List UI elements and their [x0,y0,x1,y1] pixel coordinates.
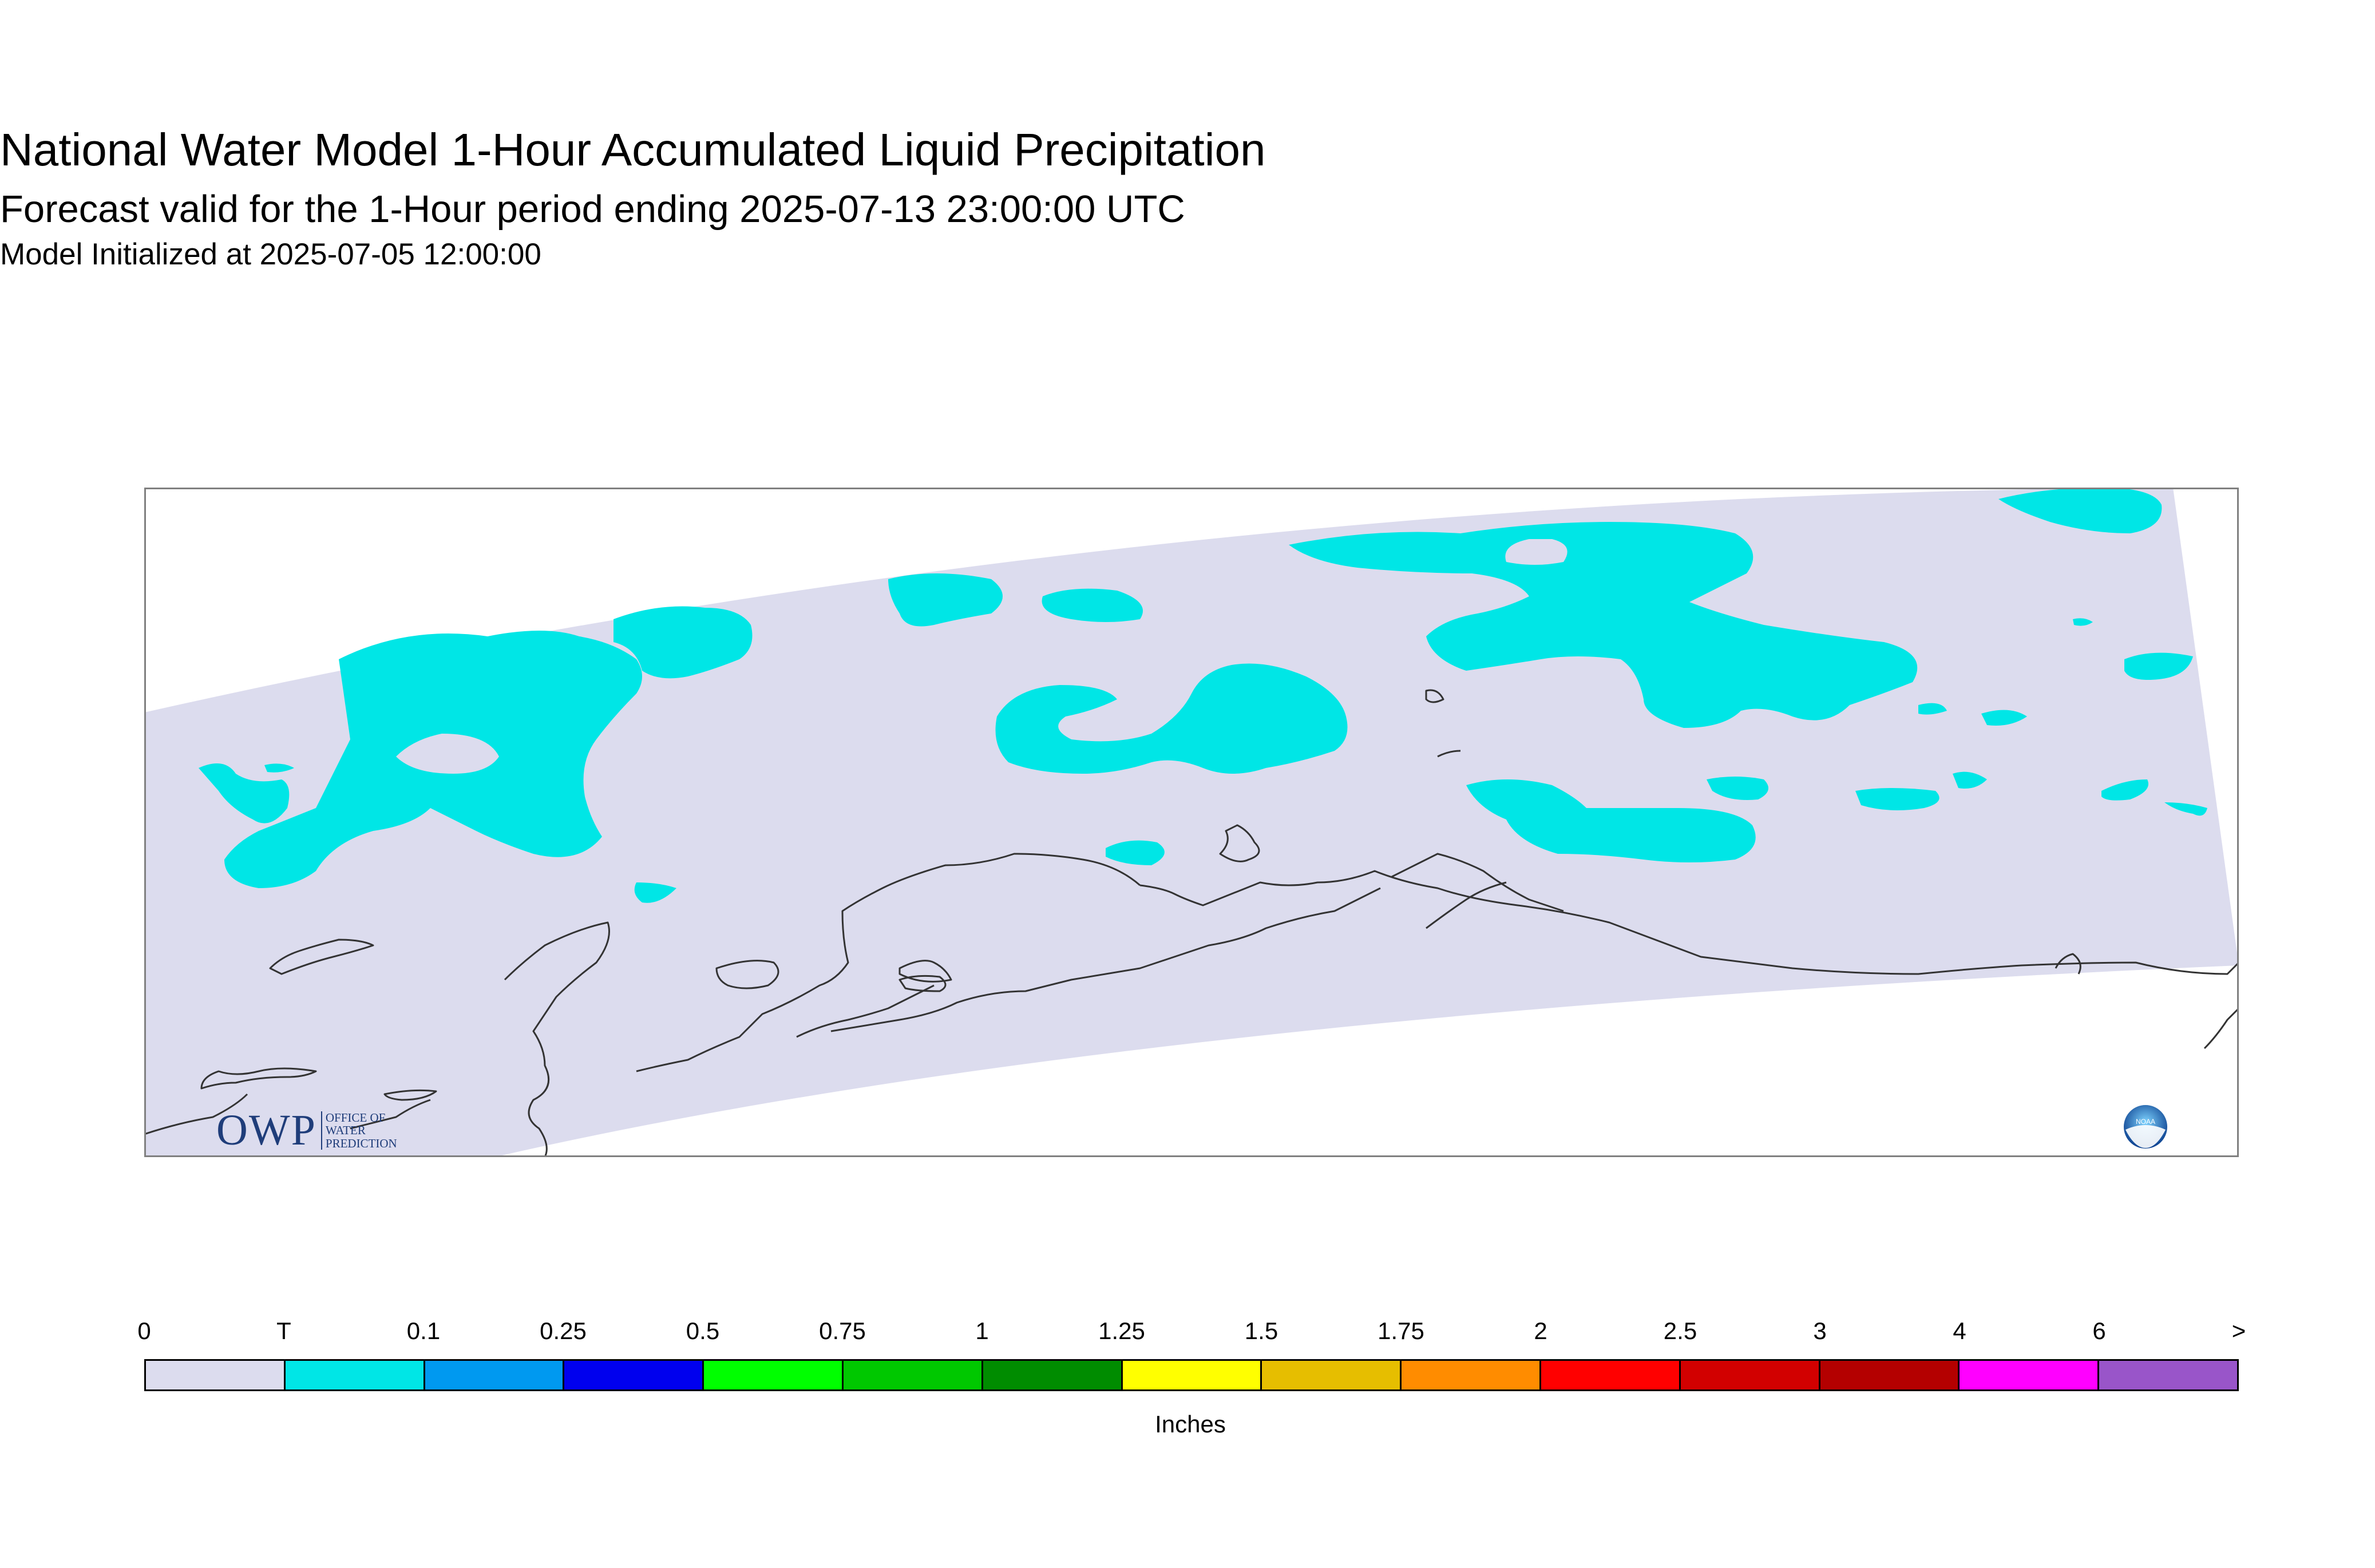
legend-color-segment [983,1361,1123,1389]
coastline-sw-coast [144,1093,431,1135]
legend-tick-label: 1.25 [1098,1317,1145,1344]
legend-color-segment [425,1361,565,1389]
legend-color-segment [843,1361,983,1389]
precip-area-west-small [264,763,294,773]
legend-color-segment [564,1361,704,1389]
legend-units: Inches [1155,1411,1226,1438]
map-frame [144,488,2239,1157]
precip-area-east-4 [1981,710,2027,726]
coastline-kodiak [715,960,779,989]
precip-area-far-east-3 [2164,802,2207,816]
owp-line-2: WATER [325,1123,366,1138]
precip-area-far-east-2 [2101,779,2148,801]
noaa-logo-wave [2125,1125,2166,1148]
coastline-islands-2 [1219,824,1260,862]
legend-color-segment [285,1361,425,1389]
owp-line-1: OFFICE OF [325,1111,386,1125]
legend-color-segment [1820,1361,1960,1389]
coastline-lake-1 [898,975,947,992]
precip-map [144,488,2239,1157]
coastline-island-chain [796,984,935,1038]
precip-area-top-right [1998,488,2162,533]
coastline-alaska-range [830,887,1381,1032]
legend-color-segment [2099,1361,2237,1389]
legend-tick-label: 1.5 [1244,1317,1278,1344]
model-init-line: Model Initialized at 2025-07-05 12:00:00 [0,237,541,271]
precip-area-east-1 [1707,777,1768,800]
precip-area-center [995,663,1348,774]
legend-color-segment [1122,1361,1262,1389]
precip-area-south [634,882,676,903]
legend-color-segment [1262,1361,1402,1389]
legend-color-segment [1402,1361,1541,1389]
coastline-east-fjords [1391,853,1564,929]
precip-trace-areas [199,488,2207,903]
precip-area-main [224,631,642,888]
legend-tick-label: 2 [1534,1317,1547,1344]
precip-area-far-east-4 [2073,618,2093,626]
precip-area-east-3 [1953,771,1987,789]
precip-area-east-2 [1855,788,1939,810]
noaa-logo-text: NOAA [2136,1118,2155,1126]
precip-area-coastal [1106,840,1165,865]
owp-logo-subtext: OFFICE OF WATER PREDICTION [320,1111,397,1150]
legend-color-segment [146,1361,286,1389]
coastline-mainland [636,853,1141,1072]
legend-tick-label: 0 [137,1317,151,1344]
legend-tick-label: 6 [2092,1317,2106,1344]
precip-area-north-3 [1042,588,1143,622]
owp-logo: OWP OFFICE OF WATER PREDICTION [216,1106,397,1155]
legend-tick-label: 0.1 [406,1317,441,1344]
coastline-islands-1 [898,960,952,983]
legend-tick-label: 0.75 [819,1317,866,1344]
owp-logo-text: OWP [216,1106,316,1154]
map-title: National Water Model 1-Hour Accumulated … [0,124,1266,175]
coastlines [144,689,2239,1157]
legend-tick-label: 1 [975,1317,989,1344]
legend-tick-label: 3 [1813,1317,1827,1344]
legend-tick-label: 0.5 [686,1317,720,1344]
legend-color-segment [704,1361,844,1389]
precip-area-far-east-1 [2124,652,2193,680]
coastline-north-islet [1425,689,1461,758]
coastline-sw-island [383,1089,437,1101]
noaa-logo: NOAA [2124,1105,2167,1149]
coastline-west-shore [269,939,374,975]
legend-tick-label: 4 [1953,1317,1966,1344]
coastline-sw-1 [200,1067,317,1090]
map-subtitle: Forecast valid for the 1-Hour period end… [0,188,1185,231]
precip-area-east-5 [1918,703,1947,715]
legend-color-segment [1960,1361,2100,1389]
legend-tick-label: 2.5 [1663,1317,1697,1344]
legend-tick-label: 1.75 [1378,1317,1424,1344]
legend-color-segment [1680,1361,1820,1389]
legend-color-segment [1541,1361,1681,1389]
legend-tick-label: T [276,1317,291,1344]
legend-tick-label: 0.25 [540,1317,587,1344]
coastline-peninsula [1139,870,2239,975]
precip-area-east [1466,779,1756,862]
legend-colorbar [144,1359,2239,1391]
precip-area-north-1 [613,606,753,679]
precip-area-west [199,763,290,823]
precip-area-north-2 [888,573,1003,627]
coastline-east-end [2055,953,2239,1050]
owp-line-3: PREDICTION [325,1136,397,1150]
precip-area-northeast-large [1289,522,1918,728]
legend-tick-label: > [2231,1317,2246,1344]
coastline-nw-channel [504,921,610,1157]
